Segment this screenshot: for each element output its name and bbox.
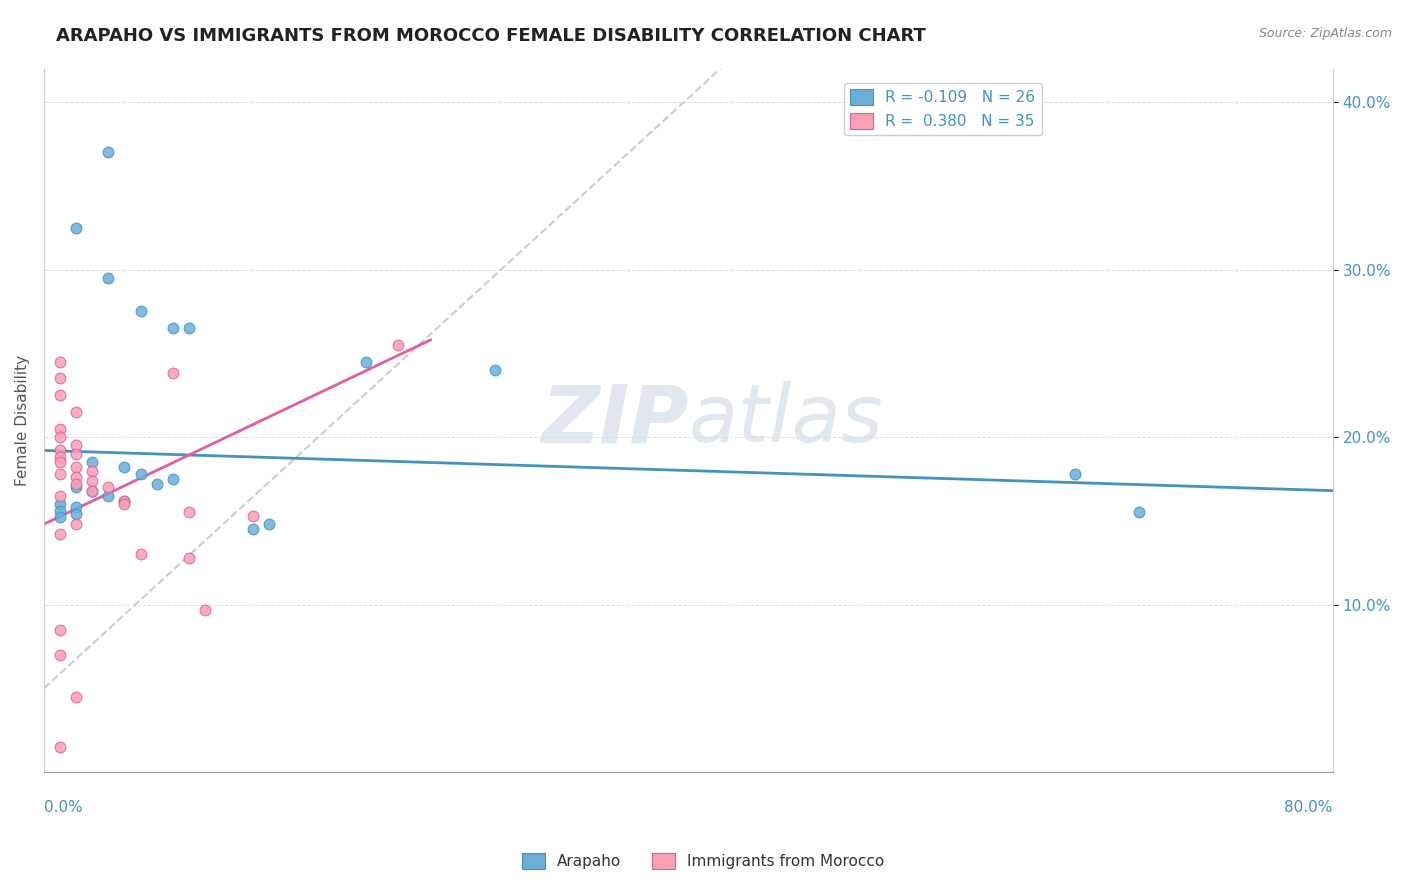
Point — [82, 483, 104, 498]
Point — [65, 507, 87, 521]
Point — [177, 550, 200, 565]
Text: 80.0%: 80.0% — [1285, 800, 1333, 815]
Point — [177, 505, 200, 519]
Point — [49, 467, 72, 481]
Point — [129, 547, 152, 561]
Text: 0.0%: 0.0% — [44, 800, 83, 815]
Point — [114, 497, 136, 511]
Point — [82, 474, 104, 488]
Point — [65, 470, 87, 484]
Point — [387, 338, 409, 352]
Point — [49, 430, 72, 444]
Point — [484, 363, 506, 377]
Point — [242, 522, 264, 536]
Point — [82, 483, 104, 498]
Point — [65, 438, 87, 452]
Point — [65, 517, 87, 532]
Point — [49, 504, 72, 518]
Point — [49, 371, 72, 385]
Point — [65, 220, 87, 235]
Point — [97, 145, 120, 160]
Legend: Arapaho, Immigrants from Morocco: Arapaho, Immigrants from Morocco — [516, 847, 890, 875]
Point — [49, 739, 72, 754]
Point — [97, 480, 120, 494]
Point — [129, 467, 152, 481]
Point — [162, 472, 184, 486]
Point — [162, 367, 184, 381]
Point — [242, 508, 264, 523]
Point — [97, 271, 120, 285]
Point — [65, 477, 87, 491]
Point — [194, 602, 217, 616]
Text: atlas: atlas — [689, 381, 883, 459]
Point — [49, 623, 72, 637]
Point — [49, 354, 72, 368]
Point — [49, 489, 72, 503]
Point — [114, 460, 136, 475]
Point — [65, 690, 87, 704]
Point — [82, 455, 104, 469]
Text: ARAPAHO VS IMMIGRANTS FROM MOROCCO FEMALE DISABILITY CORRELATION CHART: ARAPAHO VS IMMIGRANTS FROM MOROCCO FEMAL… — [56, 27, 927, 45]
Point — [49, 510, 72, 524]
Point — [49, 497, 72, 511]
Point — [114, 493, 136, 508]
Point — [177, 321, 200, 335]
Point — [259, 517, 281, 532]
Point — [65, 405, 87, 419]
Point — [354, 354, 377, 368]
Point — [49, 648, 72, 662]
Point — [49, 450, 72, 465]
Point — [114, 493, 136, 508]
Point — [49, 443, 72, 458]
Point — [1064, 467, 1087, 481]
Point — [65, 480, 87, 494]
Point — [49, 388, 72, 402]
Point — [97, 489, 120, 503]
Point — [145, 477, 167, 491]
Point — [49, 455, 72, 469]
Point — [49, 527, 72, 541]
Point — [49, 422, 72, 436]
Point — [129, 304, 152, 318]
Point — [65, 500, 87, 515]
Text: ZIP: ZIP — [541, 381, 689, 459]
Point — [65, 460, 87, 475]
Point — [162, 321, 184, 335]
Y-axis label: Female Disability: Female Disability — [15, 355, 30, 486]
Point — [82, 464, 104, 478]
Legend: R = -0.109   N = 26, R =  0.380   N = 35: R = -0.109 N = 26, R = 0.380 N = 35 — [844, 83, 1042, 135]
Point — [1128, 505, 1150, 519]
Point — [65, 447, 87, 461]
Text: Source: ZipAtlas.com: Source: ZipAtlas.com — [1258, 27, 1392, 40]
